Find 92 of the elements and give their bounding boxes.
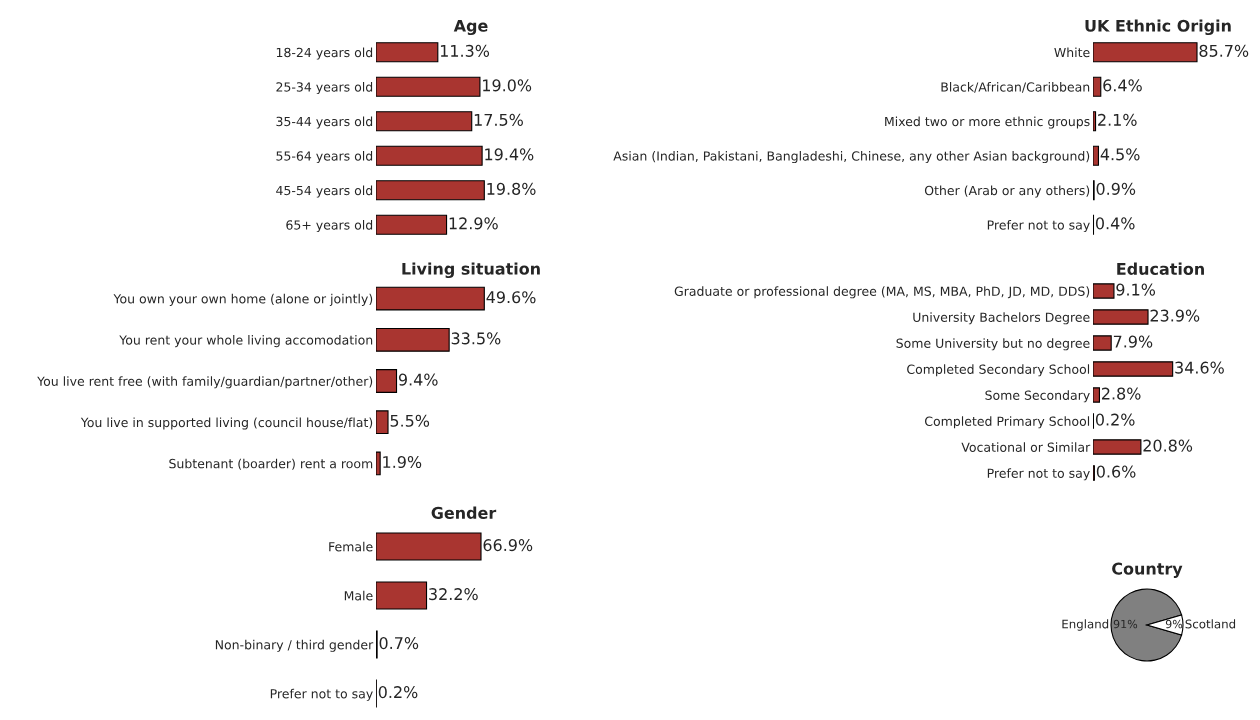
data-label: 34.6% xyxy=(1175,361,1224,374)
data-label: 49.6% xyxy=(486,291,536,304)
data-label: 66.9% xyxy=(483,539,533,552)
data-label: 85.7% xyxy=(1199,44,1249,57)
data-label: 23.9% xyxy=(1150,309,1200,322)
bar xyxy=(376,76,481,97)
bar xyxy=(376,111,473,132)
y-tick-label: Some University but no degree xyxy=(896,338,1090,351)
data-label: 17.5% xyxy=(474,113,523,126)
chart-title: Living situation xyxy=(402,262,540,278)
bar xyxy=(376,180,485,201)
data-label: 7.9% xyxy=(1113,335,1153,348)
y-tick-label: Black/African/Caribbean xyxy=(941,82,1090,93)
y-tick-label: You live in supported living (council house/flat) xyxy=(80,417,373,430)
chart-title: Gender xyxy=(431,506,497,519)
data-label: 19.0% xyxy=(483,79,532,92)
data-label: 20.8% xyxy=(1143,439,1193,452)
bar xyxy=(1093,335,1112,351)
data-label: 91% xyxy=(1113,619,1138,629)
slice-label: England xyxy=(1062,619,1109,631)
bar xyxy=(1093,439,1142,455)
bar xyxy=(376,286,485,311)
bar xyxy=(1093,145,1100,166)
y-tick-label: Prefer not to say xyxy=(987,220,1090,233)
chart-title: UK Ethnic Origin xyxy=(1085,19,1231,35)
y-tick-label: Non-binary / third gender xyxy=(215,639,374,652)
y-tick-label: Some Secondary xyxy=(985,390,1090,403)
y-tick-label: White xyxy=(1054,47,1090,58)
data-label: 9% xyxy=(1165,619,1183,629)
bar xyxy=(1093,361,1174,377)
bar xyxy=(1093,309,1149,325)
y-tick-label: You rent your whole living accomodation xyxy=(119,335,373,348)
y-tick-label: University Bachelors Degree xyxy=(913,312,1090,325)
data-label: 1.9% xyxy=(383,455,422,469)
y-tick-label: Female xyxy=(329,541,373,552)
y-tick-label: Other (Arab or any others) xyxy=(924,185,1090,198)
y-tick-label: 65+ years old xyxy=(286,220,373,233)
y-tick-label: 55-64 years old xyxy=(276,151,373,164)
y-tick-label: 25-34 years old xyxy=(276,82,373,95)
data-label: 11.3% xyxy=(440,44,490,57)
data-label: 0.2% xyxy=(378,686,418,699)
y-tick-label: Asian (Indian, Pakistani, Bangladeshi, Chinese, any other Asian background) xyxy=(613,151,1090,164)
bar xyxy=(1093,111,1097,132)
bar xyxy=(376,327,450,352)
data-label: 5.5% xyxy=(390,414,430,427)
data-label: 19.4% xyxy=(485,148,534,161)
data-label: 0.2% xyxy=(1095,413,1135,426)
data-label: 33.5% xyxy=(451,332,501,345)
chart-title: Country xyxy=(1112,562,1183,578)
y-tick-label: 18-24 years old xyxy=(276,47,373,60)
data-label: 0.6% xyxy=(1096,465,1136,478)
bar xyxy=(1093,283,1115,299)
y-tick-label: Prefer not to say xyxy=(987,468,1090,481)
slice-label: Scotland xyxy=(1185,619,1236,629)
data-label: 4.5% xyxy=(1100,148,1140,161)
data-label: 6.4% xyxy=(1103,79,1142,92)
data-label: 2.8% xyxy=(1102,387,1141,400)
y-tick-label: Graduate or professional degree (MA, MS, MBA, PhD, JD, MD, DDS) xyxy=(674,286,1090,299)
bar xyxy=(376,42,439,63)
bar xyxy=(376,369,398,393)
bar xyxy=(376,581,428,610)
y-tick-label: Prefer not to say xyxy=(270,688,373,701)
data-label: 0.9% xyxy=(1096,182,1136,195)
y-tick-label: Male xyxy=(344,590,373,601)
data-label: 12.9% xyxy=(449,217,498,230)
chart-title: Education xyxy=(1117,262,1204,275)
y-tick-label: 45-54 years old xyxy=(276,185,373,198)
data-label: 0.7% xyxy=(379,637,419,650)
bar xyxy=(1093,76,1102,97)
bar xyxy=(376,410,389,435)
data-label: 19.8% xyxy=(487,182,536,195)
y-tick-label: Vocational or Similar xyxy=(961,442,1091,452)
pie-slice xyxy=(1110,588,1183,662)
chart-title: Age xyxy=(453,19,488,35)
y-tick-label: Subtenant (boarder) rent a room xyxy=(169,458,373,470)
bar xyxy=(1093,42,1198,63)
y-tick-label: You live rent free (with family/guardian/partner/other) xyxy=(37,376,373,389)
y-tick-label: Mixed two or more ethnic groups xyxy=(885,116,1090,129)
y-tick-label: 35-44 years old xyxy=(276,116,373,129)
bar xyxy=(376,214,448,235)
bar xyxy=(376,532,482,561)
y-tick-label: Completed Primary School xyxy=(925,416,1090,429)
bar xyxy=(376,451,381,476)
y-tick-label: Completed Secondary School xyxy=(907,364,1090,377)
data-label: 2.1% xyxy=(1098,113,1137,126)
bar xyxy=(376,145,483,166)
data-label: 9.1% xyxy=(1116,283,1156,296)
data-label: 9.4% xyxy=(398,373,438,386)
y-tick-label: You own your own home (alone or jointly) xyxy=(113,293,373,306)
data-label: 32.2% xyxy=(429,588,478,601)
data-label: 0.4% xyxy=(1095,217,1135,230)
bar xyxy=(1093,387,1101,403)
